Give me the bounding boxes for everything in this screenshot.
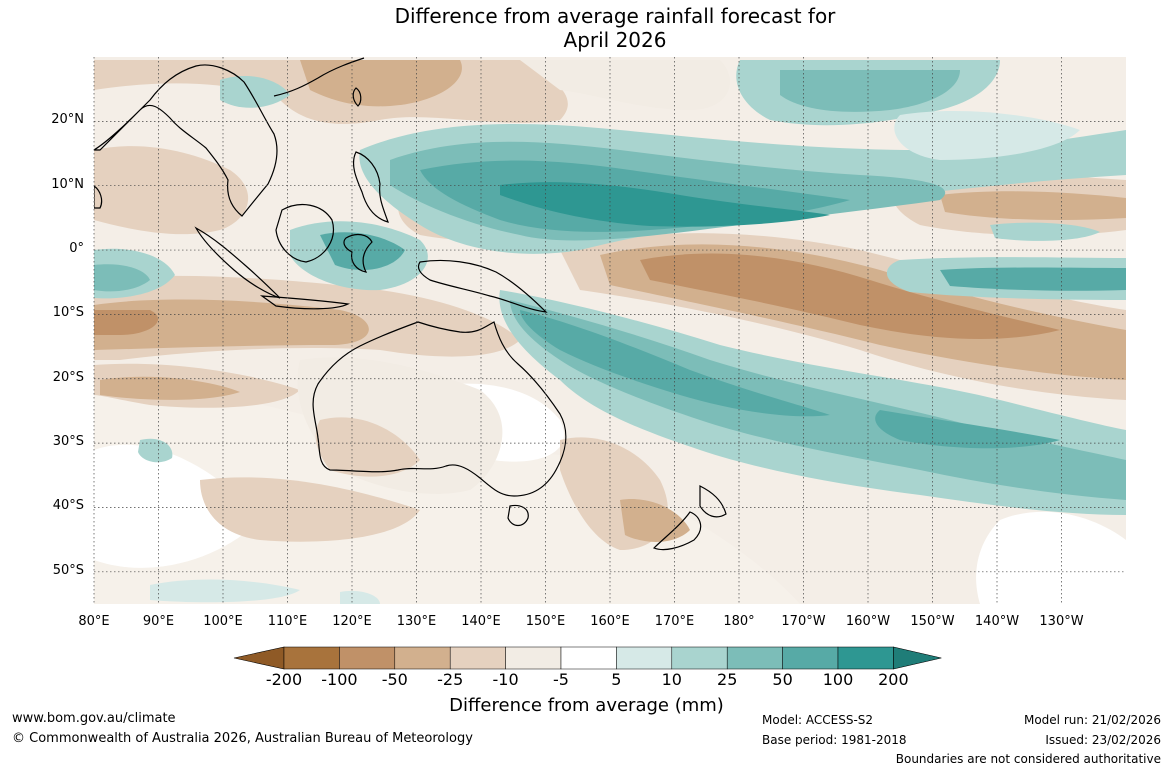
latitude-label: 0° — [69, 241, 84, 257]
model-text: Model: ACCESS-S2 — [762, 713, 874, 727]
colorbar-segment — [283, 646, 340, 670]
longitude-label: 110°E — [267, 614, 308, 629]
colorbar-segment — [782, 646, 839, 670]
colorbar-extend-high — [893, 646, 942, 670]
disclaimer-text: Boundaries are not considered authoritat… — [895, 752, 1161, 766]
website-link[interactable]: www.bom.gov.au/climate — [12, 711, 176, 726]
longitude-label: 160°E — [590, 614, 630, 629]
borneo-coastline — [275, 203, 334, 263]
colorbar-extend-low — [233, 646, 285, 670]
issued-text: Issued: 23/02/2026 — [1045, 733, 1161, 747]
colorbar-title: Difference from average (mm) — [449, 695, 724, 716]
longitude-label: 170°W — [781, 614, 826, 629]
colorbar-segment — [616, 646, 673, 670]
latitude-label: 40°S — [52, 498, 84, 514]
colorbar-tick-label: 50 — [772, 670, 793, 689]
colorbar-tick-label: -200 — [265, 670, 303, 689]
colorbar-tick-label: 10 — [661, 670, 682, 689]
sumatra-coastline — [194, 226, 281, 299]
tasmania-coastline — [507, 504, 529, 527]
latitude-label: 20°N — [51, 112, 84, 128]
latitude-label: 10°N — [51, 176, 84, 192]
colorbar-segment — [837, 646, 894, 670]
longitude-label: 160°W — [845, 614, 891, 629]
longitude-label: 150°E — [525, 614, 566, 629]
longitude-label: 140°W — [974, 614, 1020, 629]
colorbar-tick-label: -10 — [492, 670, 519, 689]
taiwan-coastline — [352, 87, 362, 107]
anomaly-shading — [94, 60, 1126, 604]
colorbar-tick-label: 100 — [822, 670, 854, 689]
title-line-1: Difference from average rainfall forecas… — [394, 4, 836, 28]
longitude-label: 170°E — [654, 614, 695, 629]
colorbar-tick-label: 5 — [611, 670, 622, 689]
longitude-label: 130°E — [396, 614, 437, 629]
colorbar-segment — [671, 646, 728, 670]
colorbar-segment — [449, 646, 506, 670]
copyright-text: © Commonwealth of Australia 2026, Austra… — [12, 731, 473, 746]
colorbar — [233, 646, 942, 670]
gridlines — [93, 57, 1126, 604]
longitude-label: 150°W — [910, 614, 955, 629]
colorbar-segment — [505, 646, 562, 670]
colorbar-tick-label: 25 — [717, 670, 738, 689]
colorbar-segment — [394, 646, 451, 670]
colorbar-segment — [726, 646, 783, 670]
longitude-label: 90°E — [142, 614, 175, 629]
colorbar-tick-label: -5 — [553, 670, 569, 689]
longitude-label: 120°E — [332, 614, 372, 629]
colorbar-tick-label: -25 — [437, 670, 464, 689]
philippines-coastline — [352, 151, 389, 223]
model-run-text: Model run: 21/02/2026 — [1023, 713, 1161, 727]
latitude-label: 10°S — [52, 305, 84, 321]
longitude-label: 100°E — [203, 614, 243, 629]
colorbar-segment — [560, 646, 617, 670]
latitude-label: 20°S — [52, 369, 84, 385]
longitude-label: 180° — [723, 614, 755, 629]
longitude-label: 140°E — [461, 614, 501, 629]
latitude-label: 50°S — [52, 562, 84, 578]
title-line-2: April 2026 — [563, 28, 667, 52]
map-title: Difference from average rainfall forecas… — [0, 4, 1173, 52]
longitude-label: 80°E — [78, 614, 110, 629]
australia-coastline — [312, 321, 567, 497]
new-zealand-coastline — [652, 485, 727, 551]
base-period-text: Base period: 1981-2018 — [762, 733, 907, 747]
colorbar-tick-label: -50 — [381, 670, 408, 689]
sri-lanka-coastline — [94, 185, 103, 209]
colorbar-tick-label: -100 — [321, 670, 358, 689]
colorbar-tick-label: 200 — [878, 670, 909, 689]
new-guinea-coastline — [417, 259, 548, 313]
latitude-label: 30°S — [52, 434, 84, 450]
colorbar-segment — [339, 646, 396, 670]
longitude-label: 130°W — [1039, 614, 1084, 629]
sulawesi-coastline — [343, 233, 373, 273]
